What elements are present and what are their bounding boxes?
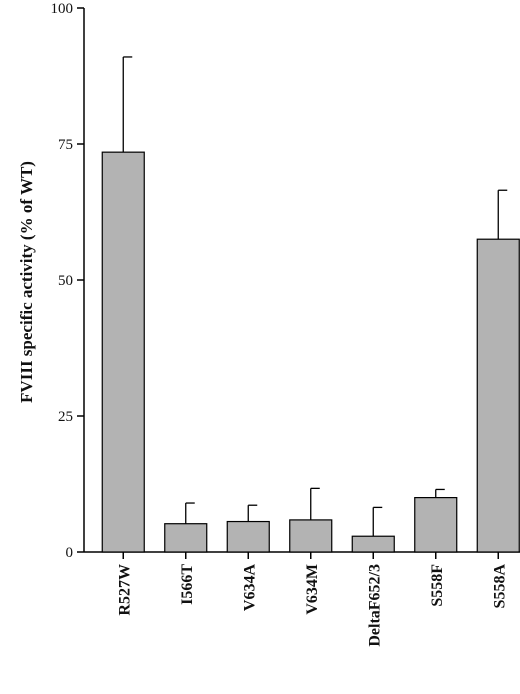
y-tick-label: 50 [58,273,73,289]
bars-group [101,56,520,553]
x-tick-label: DeltaF652/3 [366,564,383,647]
bar [476,238,520,553]
bar [289,519,333,553]
bar [351,535,395,553]
bar [164,523,208,553]
bar [101,151,145,553]
y-tick-label: 75 [58,137,73,153]
x-tick-label: R527W [116,564,133,616]
y-tick-label: 25 [58,409,73,425]
x-axis-labels: R527W I566T V634A V634M DeltaF652/3 S558F S558… [116,552,508,647]
x-tick-label: S558A [491,564,508,609]
x-tick-label: V634M [304,564,321,615]
bar [414,497,458,553]
x-tick-label: S558F [429,564,446,607]
y-tick-label: 100 [51,1,74,17]
y-axis-title: FVIII specific activity (% of WT) [17,161,36,403]
bar [226,520,270,553]
x-tick-label: I566T [179,564,196,605]
x-tick-label: V634A [241,564,258,612]
y-tick-label: 0 [66,545,74,561]
